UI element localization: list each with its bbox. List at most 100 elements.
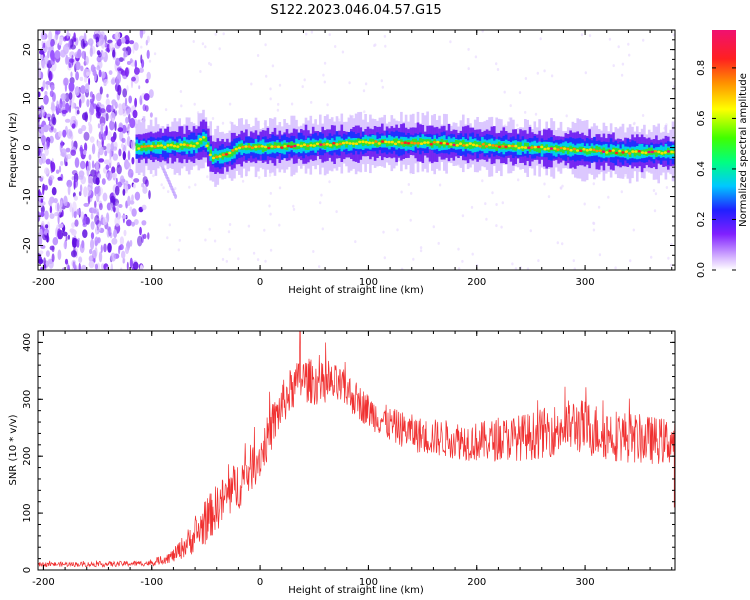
spectrogram-ridge-core xyxy=(572,147,576,151)
spectrogram-ridge-core xyxy=(423,141,427,144)
spectrogram-noise-blob xyxy=(114,31,121,40)
spectrogram-noise-blob xyxy=(75,61,81,71)
spectrogram-ridge-green xyxy=(269,143,272,150)
spectrogram-noise-blob xyxy=(99,86,103,95)
spectrogram-ridge-core xyxy=(670,150,674,154)
spectrogram-ridge-green xyxy=(295,143,298,150)
spectrogram-noise-blob xyxy=(110,263,113,270)
spectrogram-noise-blob xyxy=(126,61,131,65)
spectrogram-ridge-core xyxy=(283,145,287,148)
spectrogram-speckle xyxy=(517,178,520,182)
spectrogram-noise-blob xyxy=(51,245,55,253)
spectrogram-speckle xyxy=(583,202,586,206)
spectrogram-noise-blob xyxy=(40,211,45,218)
spectrogram-noise-blob xyxy=(145,78,149,84)
spectrogram-noise-blob xyxy=(97,141,102,149)
spectrogram-noise-blob xyxy=(83,131,90,141)
spectrogram-ridge-green xyxy=(545,144,548,151)
spectrogram-ridge-green xyxy=(438,140,441,148)
spectrogram-noise-blob xyxy=(74,219,79,227)
spectrogram-noise-blob xyxy=(103,130,107,141)
spectrogram-noise-blob xyxy=(47,116,51,121)
spectrogram-ridge-green xyxy=(524,142,527,150)
spectrogram-speckle xyxy=(501,201,504,205)
spectrogram-noise-blob xyxy=(141,182,145,188)
spectrogram-speckle xyxy=(481,30,484,33)
spectrogram-speckle xyxy=(206,175,209,179)
spectrogram-ridge-core xyxy=(419,142,424,145)
spectrogram-speckle xyxy=(543,182,546,186)
spectrogram-speckle xyxy=(264,259,267,263)
spectrogram-ridge-green xyxy=(392,138,396,145)
spectrogram-ridge-core xyxy=(280,146,284,149)
spectrogram-noise-blob xyxy=(58,130,63,137)
spectrogram-noise-blob xyxy=(105,98,110,106)
chart-title: S122.2023.046.04.57.G15 xyxy=(270,3,441,18)
spectrogram-noise-blob xyxy=(116,67,122,72)
spectrogram-ridge-core xyxy=(608,149,612,153)
spectrogram-noise-blob xyxy=(112,101,118,107)
spectrogram-noise-blob xyxy=(77,48,82,59)
spectrogram-noise-blob xyxy=(124,184,129,194)
spectrogram-speckle xyxy=(383,256,386,260)
spectrogram-ridge-green xyxy=(323,142,327,150)
spectrogram-speckle xyxy=(524,110,527,114)
spectrogram-noise-blob xyxy=(112,153,119,161)
spectrogram-ridge-core xyxy=(468,142,472,145)
spectrogram-noise-blob xyxy=(76,208,81,216)
spectrogram-noise-blob xyxy=(111,117,115,123)
spectrogram-noise-blob xyxy=(79,243,85,254)
spectrogram-ridge-green xyxy=(197,140,201,148)
snr-ylabel: SNR (10 * v/v) xyxy=(8,414,19,485)
spectrogram-noise-blob xyxy=(65,102,70,113)
spectrogram-speckle xyxy=(322,73,325,77)
spectrogram-speckle xyxy=(269,191,272,195)
spectrogram-ridge-core xyxy=(198,138,203,141)
spectrogram-ridge-green xyxy=(204,136,208,142)
spectrogram-ridge-core xyxy=(215,155,219,159)
spectrogram-speckle xyxy=(642,38,645,42)
spectrogram-side-streak xyxy=(174,194,178,199)
spectrogram-ridge-green xyxy=(345,141,348,148)
spectrogram-noise-blob xyxy=(44,91,48,96)
spectrogram-speckle xyxy=(474,55,478,59)
spectrogram-ridge-green xyxy=(228,152,232,158)
spectrogram-speckle xyxy=(256,258,260,262)
spectrogram-noise-blob xyxy=(43,94,49,105)
spectrogram-speckle xyxy=(529,229,532,233)
spectrogram-noise-blob xyxy=(123,257,126,263)
spectrogram-speckle xyxy=(192,40,195,43)
spectrogram-ridge-core xyxy=(432,141,437,144)
spectrogram-xtick-label: -100 xyxy=(140,277,163,288)
spectrogram-noise-blob xyxy=(63,77,69,86)
spectrogram-noise-blob xyxy=(80,93,85,104)
snr-ytick-label: 200 xyxy=(22,447,33,466)
spectrogram-noise-blob xyxy=(90,221,95,230)
spectrogram-noise-blob xyxy=(111,172,118,179)
spectrogram-speckle xyxy=(409,218,412,222)
spectrogram-noise-blob xyxy=(80,160,86,170)
spectrogram-noise-blob xyxy=(53,128,57,133)
spectrogram-ridge-core xyxy=(202,136,206,139)
spectrogram-noise-blob xyxy=(118,103,123,110)
colorbar-ticks: 0.0 0.2 0.4 0.6 0.8 xyxy=(696,60,736,278)
spectrogram-noise-blob xyxy=(54,50,61,59)
spectrogram-speckle xyxy=(193,102,196,106)
spectrogram-noise-blob xyxy=(143,93,150,101)
spectrogram-ridge-core xyxy=(400,141,404,145)
spectrogram-noise-blob xyxy=(73,195,78,201)
spectrogram-noise-blob xyxy=(115,206,120,214)
spectrogram-ylabel: Frequency (Hz) xyxy=(8,112,19,188)
spectrogram-noise-blob xyxy=(76,110,80,115)
spectrogram-noise-blob xyxy=(46,40,51,48)
spectrogram-ridge-core xyxy=(293,144,297,148)
spectrogram-ridge-cyan xyxy=(342,139,346,150)
spectrogram-speckle xyxy=(160,183,163,187)
spectrogram-noise-blob xyxy=(126,261,129,270)
snr-ytick-label: 300 xyxy=(22,390,33,409)
spectrogram-noise-blob xyxy=(114,215,120,227)
spectrogram-speckle xyxy=(166,236,169,240)
spectrogram-ridge-core xyxy=(481,142,485,146)
spectrogram-speckle xyxy=(188,185,191,189)
spectrogram-ridge-green xyxy=(638,150,641,157)
